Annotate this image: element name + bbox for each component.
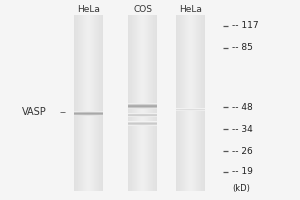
- Text: HeLa: HeLa: [179, 5, 202, 14]
- Text: -- 117: -- 117: [232, 21, 259, 30]
- Text: COS: COS: [133, 5, 152, 14]
- Text: -- 19: -- 19: [232, 168, 254, 176]
- Text: -- 26: -- 26: [232, 146, 253, 156]
- Text: -- 85: -- 85: [232, 44, 254, 52]
- Text: (kD): (kD): [232, 184, 250, 194]
- Text: --: --: [60, 107, 67, 117]
- Text: -- 48: -- 48: [232, 102, 253, 112]
- Text: VASP: VASP: [22, 107, 47, 117]
- Text: HeLa: HeLa: [77, 5, 100, 14]
- Text: -- 34: -- 34: [232, 124, 253, 134]
